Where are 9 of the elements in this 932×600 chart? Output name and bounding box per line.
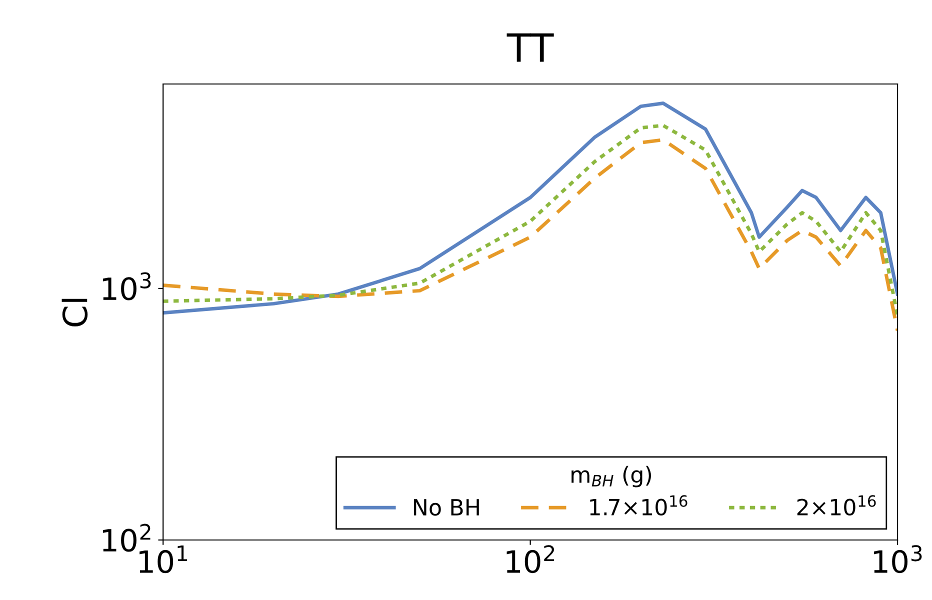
legend-label: 1.7×10$^{16}$ xyxy=(590,495,688,516)
x-tick-label: 10$^{3}$ xyxy=(874,545,922,574)
legend-label: No BH xyxy=(414,499,479,516)
y-axis-title: Cl xyxy=(62,298,88,326)
x-tick-label: 10$^{1}$ xyxy=(140,545,188,574)
legend-label: 2×10$^{16}$ xyxy=(797,495,876,516)
chart-title: TT xyxy=(506,33,554,62)
x-tick-label: 10$^{2}$ xyxy=(506,545,554,574)
legend-title: m$_{BH}$ (g) xyxy=(572,466,651,488)
